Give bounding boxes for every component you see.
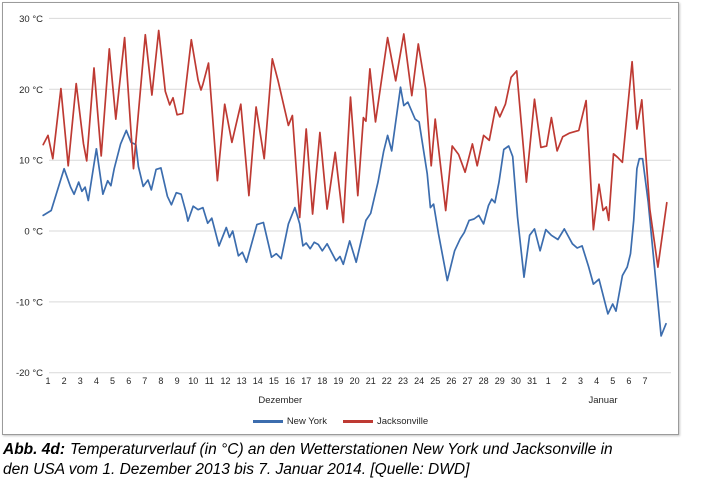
x-axis-tick-label: 23	[398, 376, 408, 386]
caption-text-line1: Temperaturverlauf (in °C) an den Wetters…	[70, 441, 613, 458]
x-axis-tick-label: 15	[269, 376, 279, 386]
legend-swatch-new-york	[252, 420, 283, 423]
x-axis-tick-label: 7	[642, 376, 647, 386]
figure-caption: Abb. 4d: Temperaturverlauf (in °C) an den…	[3, 440, 711, 481]
x-axis-tick-label: 5	[610, 376, 615, 386]
x-axis-tick-label: 11	[205, 376, 214, 386]
legend-item-jacksonville: Jacksonville	[342, 416, 429, 427]
x-axis-tick-label: 31	[527, 376, 537, 386]
x-axis-month-label: Dezember	[258, 395, 302, 406]
x-axis-tick-label: 22	[382, 376, 392, 386]
x-axis-tick-label: 1	[45, 376, 50, 386]
x-axis-tick-label: 19	[333, 376, 343, 386]
x-axis-tick-label: 20	[350, 376, 360, 386]
legend-swatch-jacksonville	[342, 420, 373, 423]
x-axis-tick-label: 2	[62, 376, 67, 386]
x-axis-month-label: Januar	[588, 395, 617, 406]
x-axis-tick-label: 17	[301, 376, 311, 386]
x-axis-tick-label: 8	[158, 376, 163, 386]
chart-svg: 30 °C20 °C10 °C0 °C-10 °C-20 °C1 2 3 4 5 6 7 8 9…	[16, 14, 671, 406]
x-axis-tick-label: 7	[142, 376, 147, 386]
x-axis-tick-label: 4	[594, 376, 599, 386]
x-axis-tick-label: 16	[285, 376, 295, 386]
y-axis-tick-label: 20 °C	[19, 85, 43, 96]
x-axis-tick-label: 28	[479, 376, 489, 386]
x-axis-tick-label: 13	[237, 376, 247, 386]
x-axis-tick-label: 10	[188, 376, 198, 386]
x-axis-tick-label: 24	[414, 376, 424, 386]
x-axis-tick-label: 27	[462, 376, 472, 386]
x-axis-tick-label: 26	[446, 376, 456, 386]
series-line-jacksonville	[42, 29, 668, 268]
legend-label-new-york: New York	[286, 416, 327, 427]
legend-item-new-york: New York	[252, 416, 327, 427]
x-axis-tick-label: 2	[562, 376, 567, 386]
x-axis-tick-label: 3	[578, 376, 583, 386]
y-axis-tick-label: 30 °C	[19, 14, 43, 25]
x-axis-tick-label: 5	[110, 376, 115, 386]
x-axis-tick-label: 21	[366, 376, 376, 386]
x-axis-tick-label: 9	[175, 376, 180, 386]
y-axis-tick-label: 10 °C	[19, 156, 43, 167]
x-axis-tick-label: 12	[220, 376, 230, 386]
x-axis-tick-label: 29	[495, 376, 505, 386]
chart-legend: New York Jacksonville	[3, 416, 678, 427]
x-axis-tick-label: 6	[626, 376, 631, 386]
x-axis-tick-label: 18	[317, 376, 327, 386]
y-axis-tick-label: -20 °C	[16, 368, 43, 379]
y-axis-tick-label: 0 °C	[24, 227, 43, 238]
caption-label: Abb. 4d:	[3, 441, 65, 458]
x-axis-tick-label: 30	[511, 376, 521, 386]
series-line-new-york	[42, 86, 667, 337]
x-axis-tick-label: 1	[546, 376, 551, 386]
x-axis-tick-label: 25	[430, 376, 440, 386]
x-axis-tick-label: 6	[126, 376, 131, 386]
x-axis-tick-label: 14	[253, 376, 263, 386]
legend-label-jacksonville: Jacksonville	[376, 416, 429, 427]
x-axis-tick-label: 4	[94, 376, 99, 386]
y-axis-tick-label: -10 °C	[16, 297, 43, 308]
x-axis-tick-label: 3	[78, 376, 83, 386]
caption-text-line2: den USA vom 1. Dezember 2013 bis 7. Janu…	[3, 461, 470, 479]
chart-area: 30 °C 20 °C 10 °C 0 °C -10 °C -20 °C 1 2 3 4 5 6 7 8 9…	[2, 2, 679, 435]
